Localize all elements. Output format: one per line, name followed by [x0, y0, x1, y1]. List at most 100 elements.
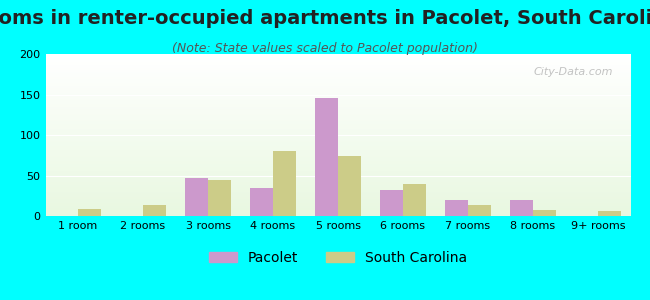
Bar: [46, 140, 630, 141]
Bar: [46, 59, 630, 60]
Bar: [46, 94, 630, 95]
Bar: [46, 207, 630, 208]
Bar: [380, 190, 403, 216]
Bar: [46, 126, 630, 127]
Bar: [46, 211, 630, 212]
Bar: [143, 206, 166, 216]
Bar: [46, 128, 630, 129]
Bar: [46, 189, 630, 190]
Bar: [46, 124, 630, 125]
Bar: [46, 202, 630, 203]
Bar: [46, 112, 630, 113]
Bar: [46, 174, 630, 175]
Bar: [46, 200, 630, 201]
Bar: [46, 199, 630, 200]
Bar: [46, 206, 630, 207]
Bar: [185, 178, 208, 216]
Bar: [46, 86, 630, 87]
Bar: [46, 147, 630, 148]
Bar: [46, 212, 630, 213]
Bar: [46, 96, 630, 97]
Bar: [46, 70, 630, 71]
Bar: [46, 81, 630, 82]
Bar: [46, 105, 630, 106]
Bar: [46, 161, 630, 162]
Bar: [46, 205, 630, 206]
Bar: [46, 163, 630, 164]
Bar: [46, 80, 630, 81]
Bar: [46, 171, 630, 172]
Bar: [46, 76, 630, 77]
Bar: [46, 62, 630, 63]
Bar: [46, 106, 630, 107]
Bar: [46, 127, 630, 128]
Bar: [46, 64, 630, 65]
Bar: [46, 98, 630, 99]
Bar: [46, 54, 630, 55]
Bar: [46, 193, 630, 194]
Bar: [46, 65, 630, 66]
Bar: [46, 164, 630, 165]
Bar: [46, 153, 630, 154]
Bar: [46, 116, 630, 117]
Bar: [46, 139, 630, 140]
Bar: [46, 204, 630, 205]
Bar: [46, 123, 630, 124]
Bar: [46, 57, 630, 58]
Bar: [46, 110, 630, 111]
Bar: [46, 190, 630, 191]
Bar: [46, 77, 630, 78]
Bar: [46, 114, 630, 115]
Bar: [46, 108, 630, 109]
Bar: [46, 69, 630, 70]
Bar: [46, 187, 630, 188]
Bar: [46, 137, 630, 138]
Bar: [46, 196, 630, 197]
Bar: [46, 61, 630, 62]
Bar: [46, 209, 630, 210]
Bar: [46, 180, 630, 181]
Bar: [510, 200, 533, 216]
Bar: [46, 194, 630, 195]
Bar: [46, 152, 630, 153]
Bar: [46, 157, 630, 158]
Bar: [46, 68, 630, 69]
Bar: [46, 143, 630, 144]
Bar: [46, 82, 630, 83]
Bar: [46, 109, 630, 110]
Legend: Pacolet, South Carolina: Pacolet, South Carolina: [203, 245, 473, 271]
Bar: [533, 210, 556, 216]
Bar: [46, 122, 630, 123]
Bar: [46, 176, 630, 177]
Bar: [46, 102, 630, 103]
Bar: [46, 149, 630, 150]
Bar: [46, 195, 630, 196]
Bar: [46, 97, 630, 98]
Bar: [46, 178, 630, 179]
Bar: [46, 89, 630, 90]
Bar: [46, 55, 630, 56]
Bar: [46, 73, 630, 74]
Bar: [46, 160, 630, 161]
Bar: [46, 170, 630, 171]
Bar: [46, 107, 630, 108]
Bar: [46, 103, 630, 104]
Bar: [46, 150, 630, 151]
Bar: [46, 138, 630, 139]
Bar: [46, 83, 630, 84]
Bar: [46, 67, 630, 68]
Bar: [46, 203, 630, 204]
Bar: [338, 156, 361, 216]
Bar: [46, 135, 630, 136]
Bar: [46, 90, 630, 91]
Bar: [46, 141, 630, 142]
Text: City-Data.com: City-Data.com: [534, 67, 613, 77]
Bar: [46, 115, 630, 116]
Bar: [46, 118, 630, 119]
Bar: [46, 79, 630, 80]
Bar: [598, 211, 621, 216]
Bar: [46, 172, 630, 173]
Bar: [46, 145, 630, 146]
Bar: [46, 146, 630, 147]
Bar: [46, 85, 630, 86]
